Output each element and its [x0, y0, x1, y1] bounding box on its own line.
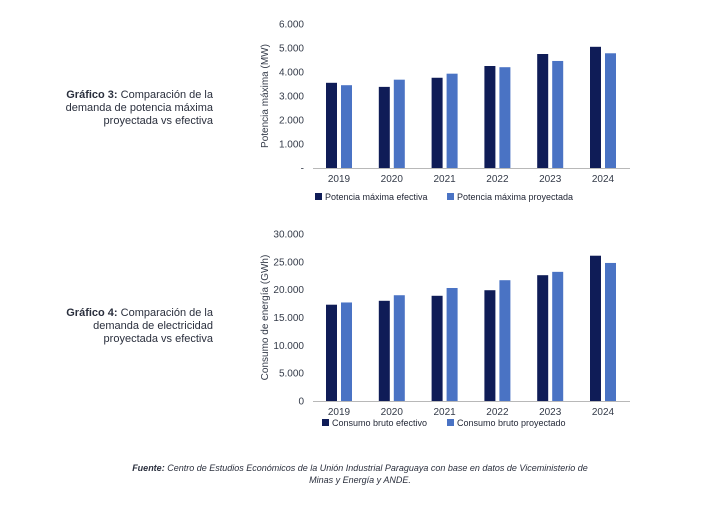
chart3-xtick-label: 2024 — [592, 174, 615, 185]
chart4-ytick-label: 30.000 — [273, 230, 304, 241]
source-note: Fuente: Centro de Estudios Económicos de… — [120, 463, 600, 486]
chart3-caption-text: Comparación de la demanda de potencia má… — [65, 89, 213, 127]
chart4-bar-projected — [552, 271, 564, 401]
chart4-y-axis-label: Consumo de energía (GWh) — [260, 255, 271, 381]
chart4-ytick-label: 10.000 — [273, 341, 304, 352]
chart4-bar-effective — [378, 300, 390, 401]
chart3-legend-label: Potencia máxima efectiva — [325, 192, 428, 202]
chart4-bar-effective — [537, 275, 549, 401]
chart4-xtick-label: 2020 — [381, 407, 404, 418]
chart4-legend-swatch — [447, 419, 454, 426]
chart3-bar-projected — [499, 67, 511, 168]
chart4-legend-label: Consumo bruto efectivo — [332, 418, 427, 428]
chart3-caption: Gráfico 3: Comparación de la demanda de … — [40, 89, 213, 128]
chart4-legend-swatch — [322, 419, 329, 426]
chart3-xtick-label: 2020 — [381, 174, 404, 185]
chart4-bar-effective — [431, 295, 443, 401]
chart3-ytick-label: 2.000 — [279, 116, 304, 127]
chart3-bar-effective — [431, 77, 443, 168]
chart4-bar-projected — [341, 302, 352, 401]
chart4-xtick-label: 2019 — [328, 407, 351, 418]
chart4-bar-effective — [484, 290, 496, 401]
chart3-bar-effective — [537, 54, 549, 168]
chart4-bar-projected — [393, 295, 405, 401]
chart3-bar-projected — [341, 85, 352, 168]
chart3-ytick-label: 6.000 — [279, 20, 304, 31]
chart3-bar-projected — [393, 79, 405, 168]
chart4-xtick-label: 2021 — [433, 407, 456, 418]
chart4-xtick-label: 2024 — [592, 407, 615, 418]
chart4-caption-text: Comparación de la demanda de electricida… — [93, 307, 213, 345]
chart4-ytick-label: 20.000 — [273, 285, 304, 296]
chart3-power-demand: - 1.000 2.000 3.000 4.000 5.000 6.000 Potencia … — [260, 20, 630, 202]
chart3-xtick-label: 2023 — [539, 174, 562, 185]
chart4-bar-projected — [499, 280, 511, 401]
chart3-bar-projected — [605, 53, 616, 168]
chart3-bar-effective — [590, 46, 601, 168]
chart4-ytick-label: 0 — [298, 397, 304, 408]
chart4-xtick-label: 2023 — [539, 407, 562, 418]
chart3-y-axis-label: Potencia máxima (MW) — [260, 44, 271, 148]
chart4-bar-projected — [446, 287, 458, 401]
chart4-caption: Gráfico 4: Comparación de la demanda de … — [40, 307, 213, 346]
chart3-bar-projected — [552, 60, 564, 168]
chart4-ytick-label: 5.000 — [279, 369, 304, 380]
chart3-bar-projected — [446, 73, 458, 168]
chart4-ytick-label: 15.000 — [273, 313, 304, 324]
chart3-bar-effective — [378, 86, 390, 168]
chart3-bar-effective — [484, 66, 496, 168]
chart4-legend-label: Consumo bruto proyectado — [457, 418, 566, 428]
chart3-xtick-label: 2021 — [433, 174, 456, 185]
chart3-xtick-label: 2019 — [328, 174, 351, 185]
chart3-ytick-label: 3.000 — [279, 92, 304, 103]
chart4-bar-effective — [590, 255, 601, 401]
chart3-bar-effective — [326, 82, 337, 168]
chart3-legend-swatch — [447, 193, 454, 200]
source-label: Fuente: — [132, 463, 165, 473]
chart4-caption-label: Gráfico 4: — [66, 307, 118, 319]
chart3-xtick-label: 2022 — [486, 174, 509, 185]
chart3-caption-label: Gráfico 3: — [66, 89, 118, 101]
chart3-legend-swatch — [315, 193, 322, 200]
chart3-ytick-label: - — [301, 164, 304, 175]
chart3-legend-label: Potencia máxima proyectada — [457, 192, 573, 202]
chart3-ytick-label: 1.000 — [279, 140, 304, 151]
chart3-ytick-label: 5.000 — [279, 44, 304, 55]
chart4-energy-demand: 0 5.000 10.000 15.000 20.000 25.000 30.000 Cons… — [260, 230, 630, 428]
chart3-ytick-label: 4.000 — [279, 68, 304, 79]
source-text: Centro de Estudios Económicos de la Unió… — [167, 463, 588, 485]
chart4-bar-projected — [605, 262, 616, 401]
chart4-xtick-label: 2022 — [486, 407, 509, 418]
chart4-bar-effective — [326, 304, 337, 401]
chart4-ytick-label: 25.000 — [273, 257, 304, 268]
